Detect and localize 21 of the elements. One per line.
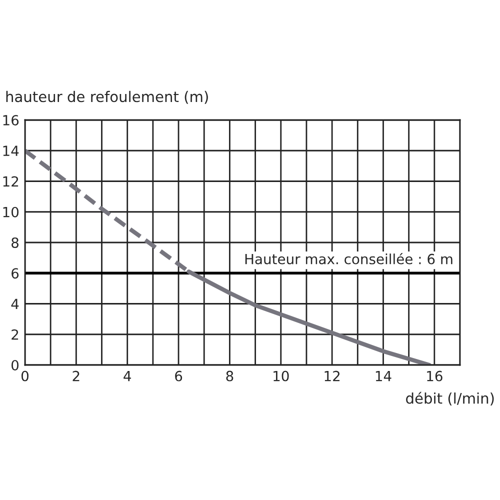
x-tick-label: 6 xyxy=(175,370,182,382)
y-axis-title: hauteur de refoulement (m) xyxy=(6,90,208,104)
ref-line-label: Hauteur max. conseillée : 6 m xyxy=(245,253,452,264)
x-tick-label: 14 xyxy=(376,370,392,382)
y-tick-label: 0 xyxy=(12,360,19,370)
x-tick-label: 0 xyxy=(21,370,28,382)
y-tick-label: 10 xyxy=(3,206,19,218)
x-tick-label: 12 xyxy=(324,370,340,382)
x-tick-label: 10 xyxy=(274,370,289,382)
x-tick-label: 16 xyxy=(427,370,442,382)
x-tick-label: 2 xyxy=(72,370,80,382)
x-tick-label: 4 xyxy=(124,370,131,382)
y-tick-label: 12 xyxy=(3,176,18,187)
y-tick-label: 14 xyxy=(3,146,19,156)
y-tick-label: 4 xyxy=(11,298,19,310)
x-axis-title: débit (l/min) xyxy=(406,392,494,406)
y-tick-label: 8 xyxy=(12,237,18,248)
y-tick-label: 6 xyxy=(12,268,19,279)
y-tick-label: 2 xyxy=(12,329,18,340)
x-tick-label: 8 xyxy=(226,370,234,382)
y-tick-label: 16 xyxy=(3,114,19,126)
